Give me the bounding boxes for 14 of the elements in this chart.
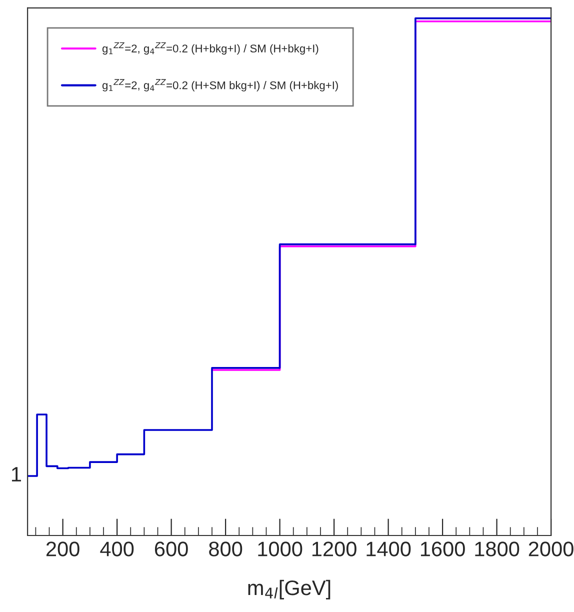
x-axis-title: m$_{4l}$[GeV] [248,580,330,600]
x-tick-label: 600 [154,542,188,556]
x-tick-label: 200 [46,542,80,556]
x-tick-label: 1600 [420,542,465,556]
x-tick-label: 400 [100,542,134,556]
legend-label: g$_{1}$$^{ZZ}$=2, g$_{4}$$^{ZZ}$=0.2 (H+bkg+I) / SM (H+bkg+I) [102,42,318,55]
x-tick-label: 1200 [312,542,356,556]
x-tick-label: 1800 [475,542,520,556]
x-tick-label: 1000 [258,542,302,556]
x-tick-label: 800 [209,542,242,556]
x-tick-label: 2000 [528,542,574,556]
text: 1 [12,467,21,482]
legend-label: g$_{1}$$^{ZZ}$=2, g$_{4}$$^{ZZ}$=0.2 (H+SM bkg+I) / SM (H+bkg+I) [102,79,338,92]
x-tick-label: 1400 [366,542,411,556]
